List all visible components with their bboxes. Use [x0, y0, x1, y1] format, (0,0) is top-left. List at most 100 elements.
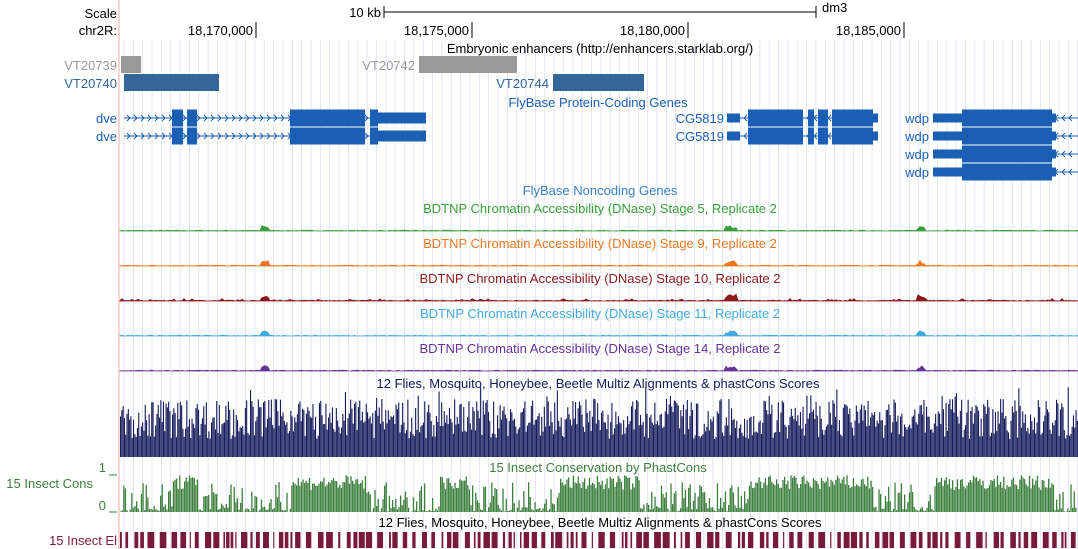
multiz-bar — [659, 414, 661, 457]
multiz-bar — [797, 415, 799, 457]
phastcons-bar — [1049, 487, 1051, 512]
phastcons-bar — [179, 475, 181, 512]
phastcons-bar — [1046, 487, 1048, 512]
multiz-bar — [432, 436, 434, 457]
enhancer-vt20744[interactable] — [553, 74, 644, 91]
gene-label-cg5819-1[interactable]: CG5819 — [676, 111, 724, 126]
enhancer-vt20739[interactable] — [121, 56, 141, 73]
multiz-bar — [939, 413, 941, 457]
phastcons-bar — [731, 485, 733, 512]
conserved-element — [305, 532, 312, 548]
phastcons-bar — [433, 510, 435, 512]
multiz-bar — [424, 401, 426, 457]
multiz-bar — [729, 435, 731, 457]
phastcons-bar — [248, 509, 250, 512]
phastcons-bar — [308, 477, 311, 512]
conserved-element — [636, 532, 642, 548]
multiz-bar — [950, 409, 952, 457]
phastcons-bar — [273, 508, 275, 512]
phastcons-bar — [187, 481, 189, 512]
phastcons-bar — [776, 479, 778, 512]
gene-label-dve-2[interactable]: dve — [96, 129, 117, 144]
multiz-bar — [1035, 433, 1037, 457]
scale-bar-text: 10 kb — [349, 5, 381, 20]
conserved-element — [766, 532, 769, 548]
phastcons-bar — [478, 502, 480, 512]
enhancer-label-vt20740[interactable]: VT20740 — [64, 76, 117, 91]
enhancers-track[interactable]: Embryonic enhancers (http://enhancers.st… — [64, 41, 753, 91]
conserved-element — [205, 532, 212, 548]
multiz-bar — [576, 424, 578, 457]
multiz-bar — [638, 425, 640, 457]
phastcons-bar — [862, 478, 864, 512]
phastcons-bar — [363, 488, 365, 512]
phastcons-bar — [561, 482, 563, 512]
multiz-bar — [610, 422, 612, 457]
gene-label-wdp-2[interactable]: wdp — [904, 129, 929, 144]
multiz-bar — [889, 415, 891, 457]
multiz-bar — [517, 429, 519, 457]
enhancer-vt20742[interactable] — [419, 56, 517, 73]
ruler[interactable]: Scale 10 kb dm3 chr2R: 18,170,000 18,175,… — [79, 0, 905, 38]
conserved-element — [741, 532, 745, 548]
multiz-track[interactable]: 12 Flies, Mosquito, Honeybee, Beetle Mul… — [120, 376, 1078, 457]
multiz-bar — [855, 405, 857, 457]
gene-models[interactable] — [124, 109, 1078, 181]
phastcons-bar — [921, 506, 923, 512]
phastcons-bar — [912, 492, 914, 512]
gene-label-dve-1[interactable]: dve — [96, 111, 117, 126]
multiz-bar — [864, 410, 866, 457]
dnase-tracks[interactable]: BDTNP Chromatin Accessibility (DNase) St… — [119, 201, 1078, 372]
phastcons-bar — [728, 504, 730, 512]
phastcons-bar — [198, 509, 200, 512]
gene-label-cg5819-2[interactable]: CG5819 — [676, 129, 724, 144]
gene-label-wdp-4[interactable]: wdp — [904, 165, 929, 180]
multiz-bar — [157, 404, 159, 457]
phastcons-bar — [491, 482, 493, 512]
conserved-element — [985, 532, 987, 548]
phastcons-bar — [121, 510, 123, 512]
phastcons-side-label[interactable]: 15 Insect Cons — [6, 476, 93, 491]
phastcons-bar — [307, 482, 309, 512]
phastcons-bar — [656, 506, 658, 512]
conserved-element — [680, 532, 683, 548]
enhancer-label-vt20744[interactable]: VT20744 — [496, 76, 549, 91]
phastcons-bar — [334, 480, 336, 512]
enhancer-label-vt20739[interactable]: VT20739 — [64, 58, 117, 73]
multiz-bar — [772, 437, 774, 457]
phastcons-bar — [948, 479, 951, 512]
conserved-element — [189, 532, 191, 548]
multiz-bar — [1010, 420, 1012, 457]
multiz-bar — [308, 410, 310, 457]
phastcons-bar — [995, 486, 997, 512]
phastcons-bar — [384, 485, 386, 512]
elements-side-label[interactable]: 15 Insect El — [49, 533, 117, 548]
protein-coding-genes-track[interactable]: FlyBase Protein-Coding Genes dve dve CG5… — [96, 95, 1078, 181]
multiz-bar — [699, 437, 701, 457]
phastcons-bar — [480, 509, 482, 512]
conserved-element — [120, 532, 122, 548]
conserved-element — [447, 532, 452, 548]
phastcons-track[interactable]: 15 Insect Conservation by PhastCons 15 I… — [6, 460, 1078, 513]
phastcons-bar — [377, 498, 379, 512]
multiz-bar — [546, 396, 548, 457]
gene-label-wdp-3[interactable]: wdp — [904, 147, 929, 162]
multiz-bar — [170, 437, 172, 457]
multiz-bar — [588, 422, 590, 457]
phastcons-bar — [825, 481, 827, 512]
gene-label-wdp-1[interactable]: wdp — [904, 111, 929, 126]
phastcons-bar — [392, 500, 394, 512]
enhancer-label-vt20742[interactable]: VT20742 — [362, 58, 415, 73]
phastcons-bar — [985, 488, 987, 512]
multiz-bar — [948, 404, 950, 457]
multiz-bar — [975, 405, 977, 457]
phastcons-bar — [537, 508, 539, 512]
multiz-bar — [199, 435, 201, 457]
multiz-bar — [734, 427, 736, 457]
enhancer-vt20740[interactable] — [124, 74, 219, 91]
elements-track[interactable]: 12 Flies, Mosquito, Honeybee, Beetle Mul… — [49, 515, 1076, 548]
phastcons-bar — [894, 482, 896, 512]
multiz-bar — [675, 401, 677, 457]
phastcons-bar — [553, 504, 555, 512]
